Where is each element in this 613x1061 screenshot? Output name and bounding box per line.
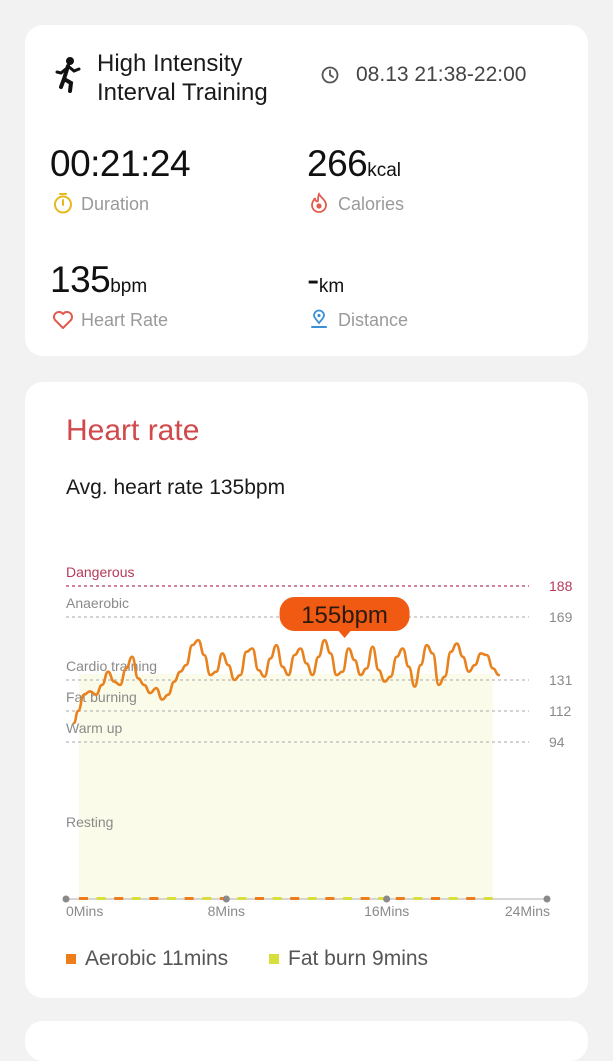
workout-time-range: 08.13 21:38-22:00	[356, 63, 527, 86]
calories-value: 266	[307, 143, 368, 184]
zone-bar-segment	[395, 897, 405, 900]
running-person-icon	[55, 57, 81, 93]
zone-bar-segment	[483, 897, 493, 900]
zone-bar-segment	[325, 897, 335, 900]
zone-bar-segment	[413, 897, 423, 900]
location-pin-icon	[311, 309, 327, 328]
fat-burn-legend-label: Fat burn 9mins	[288, 947, 429, 970]
zone-bar-segment	[290, 897, 300, 900]
calories-stat: 266kcal	[307, 143, 401, 185]
zone-bar-segment	[307, 897, 317, 900]
zone-bar-segment	[431, 897, 440, 900]
zone-bar-segment	[255, 897, 264, 900]
distance-unit: km	[318, 276, 345, 297]
stopwatch-icon	[54, 193, 72, 214]
heart-rate-label: Heart Rate	[81, 310, 169, 330]
workout-title: High Intensity Interval Training	[97, 50, 268, 106]
x-tick-label: 24Mins	[505, 903, 550, 919]
distance-value: -	[307, 259, 319, 300]
zone-bar-segment	[343, 897, 352, 900]
heart-rate-value: 135	[50, 259, 111, 300]
zone-value-dangerous: 188	[549, 578, 573, 594]
x-tick-dot	[222, 895, 230, 903]
zone-bar-segment	[131, 897, 141, 900]
zone-bar-segment	[149, 897, 159, 900]
zone-bar-segment	[378, 897, 388, 900]
tooltip-pointer	[338, 631, 351, 638]
distance-stat: -km	[307, 259, 344, 301]
zone-label-cardio-training: Cardio training	[66, 658, 157, 674]
zone-bar-segment	[202, 897, 212, 900]
zone-bar-segment	[79, 897, 88, 900]
zone-bar-segment	[114, 897, 124, 900]
heart-rate-stat: 135bpm	[50, 259, 147, 301]
duration-stat: 00:21:24	[50, 143, 191, 185]
aerobic-legend-swatch	[66, 954, 76, 964]
zone-bar-segment	[184, 897, 194, 900]
flame-icon	[311, 192, 327, 213]
heart-rate-title: Heart rate	[66, 414, 200, 447]
heart-rate-chart[interactable]: 188 Dangerous 169 Anaerobic 131 Cardio traini…	[25, 532, 588, 932]
avg-heart-rate: Avg. heart rate 135bpm	[66, 476, 286, 499]
zone-value-anaerobic: 169	[549, 609, 573, 625]
heart-rate-unit: bpm	[110, 276, 148, 297]
zone-bar-segment	[272, 897, 282, 900]
zone-label-dangerous: Dangerous	[66, 564, 135, 580]
zone-label-resting: Resting	[66, 814, 113, 830]
heart-icon	[53, 311, 73, 329]
heart-rate-card: Heart rate Avg. heart rate 135bpm 188 Dan…	[25, 382, 588, 998]
zone-bar-segment	[448, 897, 458, 900]
zone-value-warm-up: 94	[549, 734, 565, 750]
x-tick-dot	[543, 895, 551, 903]
next-card	[25, 1021, 588, 1061]
x-tick-dot	[383, 895, 391, 903]
zone-label-fat-burning: Fat burning	[66, 689, 137, 705]
zone-bar-segment	[360, 897, 370, 900]
clock-icon	[321, 66, 339, 84]
tooltip-value: 155bpm	[301, 602, 388, 629]
calories-unit: kcal	[367, 160, 402, 181]
x-tick-label: 16Mins	[364, 903, 409, 919]
zone-bar-segment	[466, 897, 476, 900]
aerobic-legend-label: Aerobic 11mins	[85, 947, 229, 970]
zone-bar-segment	[237, 897, 247, 900]
zone-value-cardio-training: 131	[549, 672, 573, 688]
x-tick-dot	[62, 895, 70, 903]
x-tick-label: 8Mins	[208, 903, 245, 919]
heart-rate-line	[72, 638, 501, 725]
fat-burn-legend-swatch	[269, 954, 279, 964]
zone-bar-segment	[96, 897, 106, 900]
zone-bar-segment	[167, 897, 176, 900]
workout-summary-card: High Intensity Interval Training 08.13 2…	[25, 25, 588, 356]
distance-label: Distance	[338, 310, 409, 330]
zone-label-anaerobic: Anaerobic	[66, 595, 129, 611]
duration-label: Duration	[81, 194, 150, 214]
duration-value: 00:21:24	[50, 143, 191, 184]
zone-label-warm-up: Warm up	[66, 720, 122, 736]
chart-fill-area	[79, 674, 493, 899]
zone-value-fat-burning: 112	[549, 703, 572, 719]
tooltip-bubble	[279, 597, 410, 631]
calories-label: Calories	[338, 194, 405, 214]
x-tick-label: 0Mins	[66, 903, 103, 919]
